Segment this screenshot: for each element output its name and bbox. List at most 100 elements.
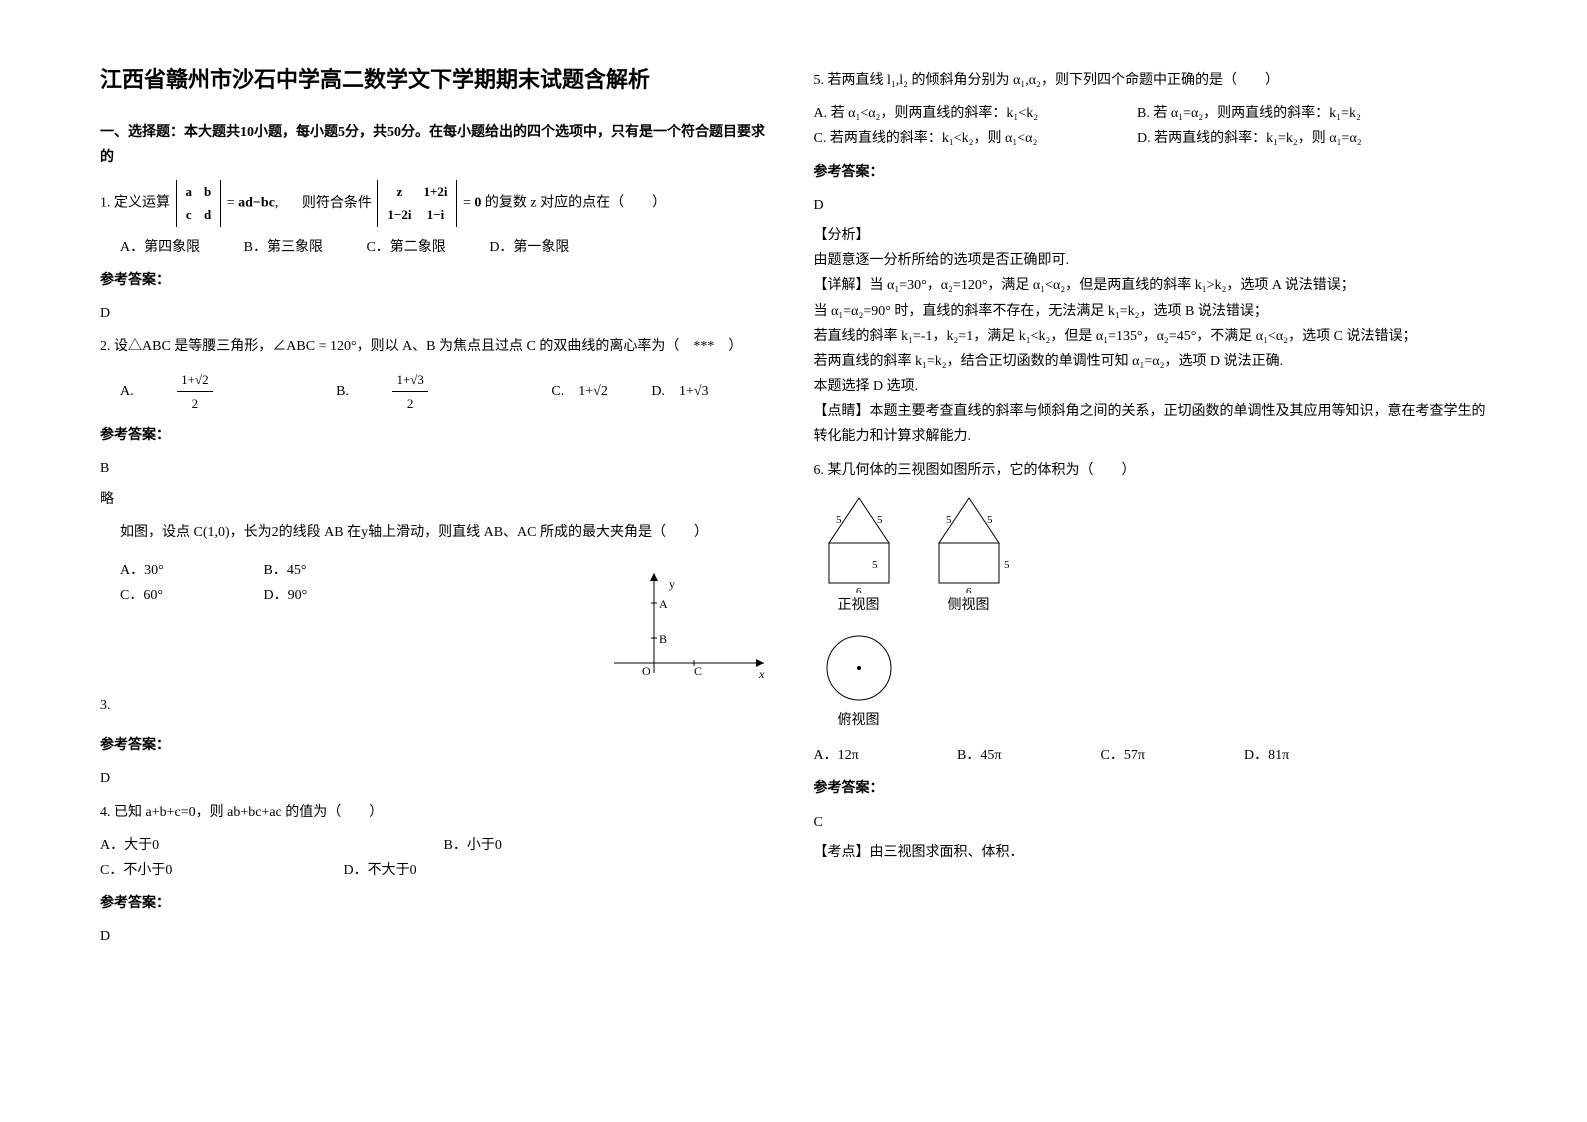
question-2: 2. 设△ABC 是等腰三角形，∠ABC = 120°，则以 A、B 为焦点且过… xyxy=(100,334,774,359)
q2-opt-d: D. 1+√3 xyxy=(651,379,708,404)
q1-suffix: 的复数 z 对应的点在（ ） xyxy=(485,196,666,211)
q3-opt-a: A．30° xyxy=(120,558,220,583)
q6-options: A．12π B．45π C．57π D．81π xyxy=(814,743,1488,768)
q5-detail2: 当 α₁=α₂=90° 时，直线的斜率不存在，无法满足 k₁=k₂，选项 B 说… xyxy=(814,299,1488,324)
q5-opt-c: C. 若两直线的斜率：k₁<k₂，则 α₁<α₂ xyxy=(814,126,1134,151)
svg-text:5: 5 xyxy=(987,514,993,526)
q4-options: A．大于0 B．小于0 C．不小于0 D．不大于0 xyxy=(100,833,774,883)
svg-text:5: 5 xyxy=(836,514,842,526)
q6-opt-c: C．57π xyxy=(1101,743,1201,768)
left-column: 江西省赣州市沙石中学高二数学文下学期期末试题含解析 一、选择题：本大题共10小题… xyxy=(80,60,794,1062)
q1-options: A．第四象限 B．第三象限 C．第二象限 D．第一象限 xyxy=(120,235,774,260)
q6-opt-d: D．81π xyxy=(1244,743,1289,768)
q5-options-row2: C. 若两直线的斜率：k₁<k₂，则 α₁<α₂ D. 若两直线的斜率：k₁=k… xyxy=(814,126,1488,151)
q3-number: 3. xyxy=(100,693,774,718)
q1-prefix: 1. 定义运算 xyxy=(100,196,170,211)
q2-opt-a: A. 1+√22 xyxy=(120,368,293,416)
top-view-label: 俯视图 xyxy=(814,708,904,733)
q1-opt-c: C．第二象限 xyxy=(366,235,445,260)
svg-text:6: 6 xyxy=(856,586,862,593)
q1-det1: abcd xyxy=(176,180,222,227)
q5-point: 【点睛】本题主要考查直线的斜率与倾斜角之间的关系，正切函数的单调性及其应用等知识… xyxy=(814,399,1488,449)
q3-text: 如图，设点 C(1,0)，长为2的线段 AB 在y轴上滑动，则直线 AB、AC … xyxy=(120,520,774,545)
q5-point-label: 【点睛】 xyxy=(814,404,870,419)
svg-text:5: 5 xyxy=(877,514,883,526)
q5-detail-label: 【详解】 xyxy=(814,278,870,293)
q3-answer: D xyxy=(100,766,774,791)
q5-answer-label: 参考答案： xyxy=(814,160,1488,185)
q6-opt-b: B．45π xyxy=(957,743,1057,768)
q2-opt-c: C. 1+√2 xyxy=(551,379,607,404)
q1-answer: D xyxy=(100,301,774,326)
q3-opt-b: B．45° xyxy=(264,558,307,583)
q5-answer: D xyxy=(814,193,1488,218)
front-view-label: 正视图 xyxy=(814,593,904,618)
side-view-icon: 5 5 5 6 xyxy=(924,493,1014,593)
q5-opt-d: D. 若两直线的斜率：k₁=k₂，则 α₁=α₂ xyxy=(1137,131,1362,146)
q5-options-row1: A. 若 α₁<α₂，则两直线的斜率：k₁<k₂ B. 若 α₁=α₂，则两直线… xyxy=(814,101,1488,126)
question-4: 4. 已知 a+b+c=0，则 ab+bc+ac 的值为（ ） xyxy=(100,800,774,825)
front-view-icon: 5 5 5 6 xyxy=(814,493,904,593)
q5-detail1: 当 α₁=30°，α₂=120°，满足 α₁<α₂，但是两直线的斜率 k₁>k₂… xyxy=(870,278,1355,293)
q1-opt-b: B．第三象限 xyxy=(244,235,323,260)
svg-text:B: B xyxy=(659,632,667,646)
q2-answer-label: 参考答案： xyxy=(100,423,774,448)
q5-opt-b: B. 若 α₁=α₂，则两直线的斜率：k₁=k₂ xyxy=(1137,106,1361,121)
q1-eq1: = ad−bc, xyxy=(227,196,279,211)
top-view: 俯视图 xyxy=(814,628,904,733)
q1-eq2: = 0 xyxy=(463,196,481,211)
q6-answer: C xyxy=(814,810,1488,835)
svg-text:C: C xyxy=(694,664,702,678)
right-column: 5. 若两直线 l₁,l₂ 的倾斜角分别为 α₁,α₂，则下列四个命题中正确的是… xyxy=(794,60,1508,1062)
side-view: 5 5 5 6 侧视图 xyxy=(924,493,1014,618)
q2-note: 略 xyxy=(100,487,774,512)
front-view: 5 5 5 6 正视图 xyxy=(814,493,904,618)
q3-graph: y x O A B C xyxy=(594,563,774,683)
q2-opt-b: B. 1+√32 xyxy=(336,368,508,416)
q6-exam-point: 【考点】由三视图求面积、体积． xyxy=(814,840,1488,865)
q1-opt-d: D．第一象限 xyxy=(489,235,569,260)
q3-opt-c: C．60° xyxy=(120,583,220,608)
q2-options: A. 1+√22 B. 1+√32 C. 1+√2 D. 1+√3 xyxy=(120,368,774,416)
svg-text:5: 5 xyxy=(872,559,878,571)
page-title: 江西省赣州市沙石中学高二数学文下学期期末试题含解析 xyxy=(100,60,774,100)
coord-graph-icon: y x O A B C xyxy=(594,563,774,683)
question-6: 6. 某几何体的三视图如图所示，它的体积为（ ） xyxy=(814,458,1488,483)
svg-text:A: A xyxy=(659,597,668,611)
q1-det2: z1+2i1−2i1−i xyxy=(377,180,457,227)
q5-detail3: 若直线的斜率 k₁=-1，k₂=1，满足 k₁<k₂，但是 α₁=135°，α₂… xyxy=(814,324,1488,349)
q1-answer-label: 参考答案： xyxy=(100,268,774,293)
question-1: 1. 定义运算 abcd = ad−bc, 则符合条件 z1+2i1−2i1−i… xyxy=(100,180,774,227)
q2-frac-a: 1+√22 xyxy=(177,368,252,416)
q6-opt-a: A．12π xyxy=(814,743,914,768)
q6-views: 5 5 5 6 正视图 5 5 5 6 侧视图 xyxy=(814,493,1488,618)
q5-detail4: 若两直线的斜率 k₁=k₂，结合正切函数的单调性可知 α₁=α₂，选项 D 说法… xyxy=(814,349,1488,374)
q5-detail5: 本题选择 D 选项. xyxy=(814,374,1488,399)
q1-opt-a: A．第四象限 xyxy=(120,235,200,260)
svg-text:6: 6 xyxy=(966,586,972,593)
q4-answer: D xyxy=(100,924,774,949)
q4-answer-label: 参考答案： xyxy=(100,891,774,916)
q5-analysis-label: 【分析】 xyxy=(814,223,1488,248)
q3-options: A．30° B．45° C．60° D．90° xyxy=(120,558,594,688)
q2-frac-b: 1+√32 xyxy=(392,368,467,416)
q5-opt-a: A. 若 α₁<α₂，则两直线的斜率：k₁<k₂ xyxy=(814,101,1134,126)
q4-opt-d: D．不大于0 xyxy=(344,858,417,883)
q6-answer-label: 参考答案： xyxy=(814,776,1488,801)
q4-opt-a: A．大于0 xyxy=(100,833,400,858)
q3-opt-d: D．90° xyxy=(264,583,308,608)
q3-answer-label: 参考答案： xyxy=(100,733,774,758)
svg-text:x: x xyxy=(758,667,765,681)
q5-detail: 【详解】当 α₁=30°，α₂=120°，满足 α₁<α₂，但是两直线的斜率 k… xyxy=(814,273,1488,298)
svg-text:5: 5 xyxy=(1004,559,1010,571)
q5-point-text: 本题主要考查直线的斜率与倾斜角之间的关系，正切函数的单调性及其应用等知识，意在考… xyxy=(814,404,1486,444)
q1-mid: 则符合条件 xyxy=(302,196,372,211)
side-view-label: 侧视图 xyxy=(924,593,1014,618)
svg-text:y: y xyxy=(669,577,675,591)
q2-answer: B xyxy=(100,456,774,481)
svg-text:O: O xyxy=(642,664,651,678)
q4-opt-b: B．小于0 xyxy=(444,833,502,858)
q5-analysis: 由题意逐一分析所给的选项是否正确即可. xyxy=(814,248,1488,273)
q4-opt-c: C．不小于0 xyxy=(100,858,300,883)
svg-text:5: 5 xyxy=(946,514,952,526)
